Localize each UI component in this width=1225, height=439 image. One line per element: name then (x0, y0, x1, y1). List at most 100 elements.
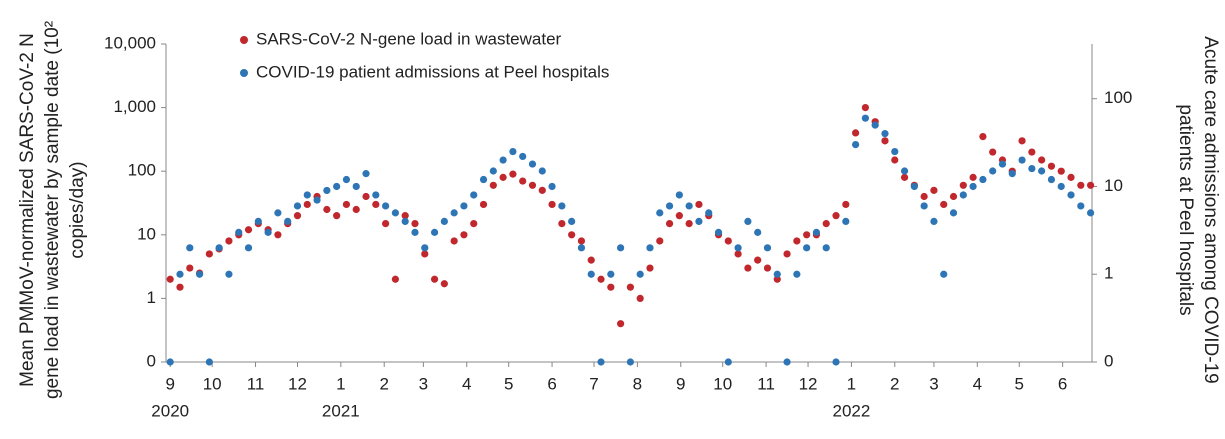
data-point (714, 228, 723, 236)
data-point (450, 237, 458, 245)
data-point (352, 205, 360, 214)
y-tick-label: 0 (147, 351, 156, 370)
legend-marker (240, 69, 248, 77)
x-tick-label: 5 (1015, 374, 1024, 393)
x-tick-label: 8 (633, 374, 642, 393)
data-point (362, 192, 370, 201)
data-point (793, 237, 801, 245)
x-tick-label: 12 (799, 374, 818, 393)
data-point (382, 220, 390, 228)
data-point (891, 156, 899, 164)
data-point (225, 270, 233, 278)
data-point (910, 182, 918, 191)
x-tick-label: 10 (713, 374, 732, 393)
y2-axis-title-line: Acute care admissions among COVID-19 (1200, 36, 1221, 383)
data-point (1047, 175, 1056, 184)
data-point (695, 200, 703, 209)
data-point (1028, 148, 1036, 156)
data-point (1067, 173, 1075, 181)
data-point (861, 104, 869, 112)
data-point (479, 175, 488, 184)
data-point (509, 170, 517, 178)
data-point (665, 202, 674, 210)
data-point (832, 212, 840, 220)
data-point (333, 212, 341, 220)
data-point (744, 264, 752, 272)
x-tick-label: 9 (676, 374, 685, 393)
data-point (803, 244, 811, 252)
data-point (734, 250, 742, 258)
data-point (842, 217, 850, 225)
data-point (803, 231, 811, 239)
data-point (812, 228, 821, 236)
x-tick-label: 9 (165, 374, 174, 393)
data-point (372, 191, 380, 199)
data-point (920, 192, 928, 201)
data-point (1077, 202, 1085, 210)
data-point (254, 217, 262, 225)
data-point (489, 181, 497, 189)
legend-label: SARS-CoV-2 N-gene load in wastewater (256, 29, 562, 48)
data-point (186, 244, 194, 252)
data-point (861, 114, 869, 122)
data-point (362, 170, 370, 178)
data-point (959, 181, 967, 189)
data-point (617, 320, 625, 328)
data-point (675, 212, 683, 220)
legend-marker (240, 36, 248, 44)
data-point (793, 270, 801, 278)
data-point (842, 200, 850, 209)
data-point (548, 200, 556, 209)
y2-tick-label: 100 (1104, 88, 1132, 107)
x-tick-label: 12 (288, 374, 307, 393)
data-point (323, 186, 331, 195)
data-point (411, 220, 419, 228)
x-tick-label: 3 (929, 374, 938, 393)
data-point (558, 220, 566, 228)
data-point (979, 175, 987, 184)
data-point (440, 280, 448, 288)
data-point (323, 205, 331, 214)
data-point (470, 220, 478, 228)
data-point (597, 358, 605, 366)
data-point (1018, 156, 1026, 164)
data-point (1057, 167, 1065, 175)
x-tick-label: 6 (547, 374, 556, 393)
data-point (264, 228, 272, 236)
data-point (763, 244, 772, 252)
data-point (607, 283, 615, 291)
data-point (509, 147, 517, 156)
data-point (646, 264, 654, 272)
data-point (822, 220, 830, 228)
data-point (186, 264, 194, 272)
y-tick-label: 10,000 (104, 33, 156, 52)
x-tick-label: 6 (1058, 374, 1067, 393)
y-tick-label: 100 (128, 161, 156, 180)
data-point (920, 202, 928, 210)
data-point (930, 186, 938, 194)
x-year-label: 2022 (832, 401, 870, 420)
y-axis-title-line: gene load in wastewater by sample date (… (42, 21, 63, 399)
data-point (411, 228, 419, 236)
data-point (783, 358, 791, 366)
data-point (342, 200, 351, 209)
data-point (225, 237, 233, 245)
data-point (195, 270, 204, 278)
x-tick-label: 3 (419, 374, 428, 393)
data-point (382, 202, 390, 210)
data-point (235, 228, 243, 236)
data-point (401, 212, 409, 220)
data-point (656, 209, 664, 217)
data-point (205, 358, 213, 366)
y2-tick-label: 1 (1104, 264, 1113, 283)
x-tick-label: 1 (847, 374, 856, 393)
data-point (391, 275, 400, 283)
data-point (949, 192, 958, 201)
data-point (1067, 191, 1075, 199)
data-point (333, 182, 341, 191)
data-point (979, 132, 987, 141)
data-point (440, 217, 448, 225)
data-point (528, 181, 537, 189)
data-point (754, 228, 762, 236)
data-point (900, 167, 909, 175)
